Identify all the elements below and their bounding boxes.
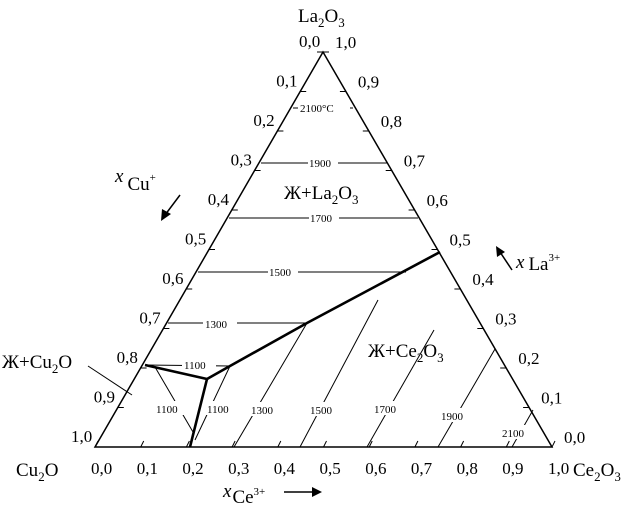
- vertex-cu2o: Cu2O: [16, 460, 58, 484]
- tick-label-right: 0,9: [358, 73, 379, 92]
- tick-bottom: [505, 440, 510, 448]
- tick-bottom: [140, 440, 145, 448]
- triangle-frame: [93, 50, 554, 448]
- tick-label-bottom: 0,2: [182, 459, 203, 478]
- vertex-la2o3: La2O3: [298, 6, 345, 30]
- tick-label-left: 0,5: [185, 230, 206, 249]
- axis-label-la: x La3+: [515, 252, 560, 275]
- isotherm-r1500: [299, 299, 379, 448]
- tick-label-right: 0,4: [472, 270, 494, 289]
- vertex-ce2o3: Ce2O3: [573, 460, 621, 484]
- isotherm-r1900: [437, 348, 496, 448]
- isotherm-label-1100-left: 1100: [156, 404, 178, 416]
- tick-label-left: 0,7: [139, 309, 161, 328]
- tick-label-right: 0,0: [564, 428, 585, 447]
- tick-bottom: [185, 440, 190, 448]
- arrowhead-ce-icon: [312, 487, 322, 497]
- tick-label-bottom: 0,1: [137, 459, 158, 478]
- region-liquid-cu2o: Ж+Cu2O: [2, 352, 72, 376]
- tick-label-right: 0,7: [404, 152, 426, 171]
- tick-label-left: 0,1: [276, 72, 297, 91]
- isotherm-label-r1900: 1900: [441, 411, 464, 423]
- tick-label-right: 0,1: [541, 389, 562, 408]
- isotherm-r1300: [233, 322, 308, 448]
- edge-ticks: [94, 51, 556, 448]
- cu2o-leader-line: [87, 365, 133, 396]
- axis-label-cu: x Cu+: [114, 166, 156, 195]
- isotherm-label-r1300: 1300: [251, 405, 274, 417]
- tick-label-bottom: 0,8: [457, 459, 478, 478]
- tick-label-left: 0,4: [208, 190, 230, 209]
- tick-labels: 0,0 1,0 0,0 0,1 0,9 0,1 0,2 0,8 0,2 0,3 0,7 0,3 0,4 0…: [71, 32, 585, 478]
- tick-label-left: 0,2: [253, 111, 274, 130]
- isotherm-label-1300: 1300: [205, 319, 228, 331]
- isotherm-1100-left: [154, 366, 194, 433]
- isotherm-r1700: [366, 329, 435, 448]
- tick-bottom: [551, 440, 556, 448]
- isotherm-label-1900: 1900: [309, 158, 332, 170]
- tick-label-bottom: 0,3: [228, 459, 249, 478]
- tick-label-right: 0,5: [450, 231, 471, 250]
- isotherm-label-r1700: 1700: [374, 404, 397, 416]
- isotherm-label-2100c: 2100°C: [300, 103, 334, 115]
- tick-bottom: [414, 440, 419, 448]
- tick-label-bottom: 0,4: [274, 459, 296, 478]
- tick-label-left: 0,3: [231, 151, 252, 170]
- arrowhead-la-icon: [496, 246, 505, 257]
- arrow-la: [499, 251, 513, 271]
- phase-boundaries: [144, 250, 441, 448]
- tick-label-right: 0,2: [518, 349, 539, 368]
- isotherm-label-1500: 1500: [269, 267, 292, 279]
- tick-label-bottom: 0,5: [320, 459, 341, 478]
- tick-label-left: 0,0: [299, 32, 320, 51]
- boundary-la2o3-ce2o3: [206, 250, 441, 381]
- tick-label-right: 0,8: [381, 112, 402, 131]
- isotherm-label-r1500: 1500: [310, 405, 333, 417]
- tick-label-right: 1,0: [335, 33, 356, 52]
- arrowhead-cu-icon: [161, 209, 171, 221]
- isotherm-label-r2100: 2100: [502, 428, 525, 440]
- tick-label-bottom: 0,7: [411, 459, 433, 478]
- region-liquid-ce2o3: Ж+Ce2O3: [368, 341, 444, 365]
- boundary-cu2o: [144, 363, 208, 381]
- region-liquid-la2o3: Ж+La2O3: [284, 183, 359, 207]
- tick-label-left: 1,0: [71, 427, 92, 446]
- tick-label-bottom: 0,0: [91, 459, 112, 478]
- tick-label-right: 0,6: [427, 191, 448, 210]
- tick-bottom: [323, 440, 327, 448]
- tick-bottom: [231, 440, 236, 448]
- isotherm-label-1100-right: 1100: [207, 404, 229, 416]
- isotherm-label-1100-top: 1100: [184, 360, 206, 372]
- tick-label-left: 0,9: [94, 388, 115, 407]
- tick-label-right: 0,3: [495, 310, 516, 329]
- tick-bottom: [277, 440, 282, 448]
- tick-label-bottom: 1,0: [548, 459, 569, 478]
- tick-label-left: 0,8: [117, 348, 138, 367]
- isotherm-label-group: 2100°C 1900 1700 1500 1300 1100 1100 110…: [155, 100, 533, 440]
- tick-bottom: [368, 440, 373, 448]
- boundary-bottom: [188, 378, 209, 448]
- tick-label-left: 0,6: [162, 269, 183, 288]
- tick-bottom: [460, 440, 465, 448]
- arrow-cu: [164, 194, 181, 216]
- tick-label-bottom: 0,6: [365, 459, 386, 478]
- isotherm-label-1700: 1700: [310, 213, 333, 225]
- axis-label-ce: xCe3+: [222, 481, 265, 508]
- tick-label-bottom: 0,9: [502, 459, 523, 478]
